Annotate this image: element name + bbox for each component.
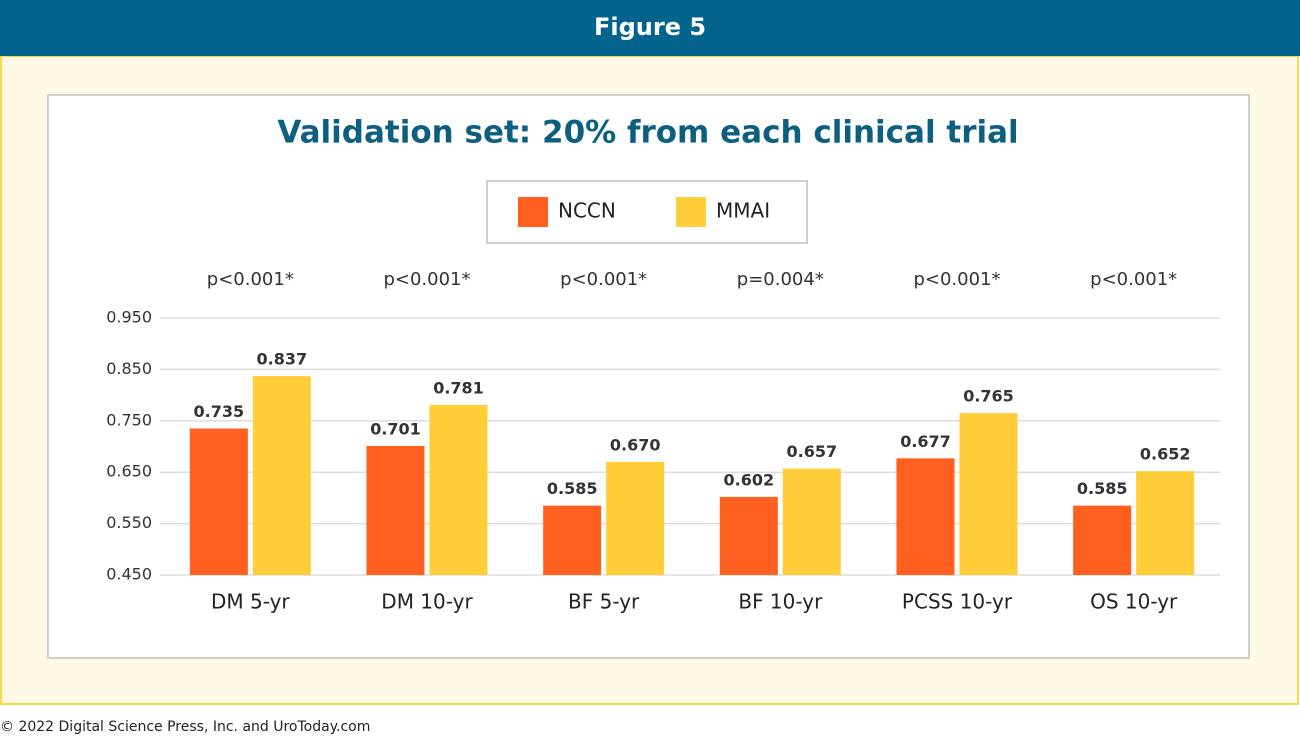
bar (1073, 505, 1132, 575)
value-label: 0.670 (610, 435, 661, 454)
annotation: p<0.001* (207, 269, 294, 290)
annotation: p=0.004* (737, 269, 824, 290)
x-tick-label: PCSS 10-yr (902, 590, 1013, 614)
y-tick-label: 0.550 (106, 513, 152, 532)
legend-swatch (518, 197, 548, 227)
value-label: 0.602 (724, 470, 775, 489)
x-tick-label: BF 10-yr (738, 590, 823, 614)
legend-swatch (676, 197, 706, 227)
value-label: 0.701 (370, 419, 421, 438)
annotation: p<0.001* (560, 269, 647, 290)
footer: © 2022 Digital Science Press, Inc. and U… (0, 719, 370, 735)
x-tick-label: DM 5-yr (211, 590, 290, 614)
x-tick-label: DM 10-yr (381, 590, 473, 614)
value-label: 0.657 (787, 442, 838, 461)
x-tick-label: OS 10-yr (1090, 590, 1178, 614)
header-title: Figure 5 (594, 13, 706, 41)
value-label: 0.735 (194, 402, 245, 421)
bar (606, 461, 665, 575)
value-label: 0.585 (547, 479, 598, 498)
chart-title: Validation set: 20% from each clinical t… (277, 115, 1018, 151)
y-tick-label: 0.850 (106, 359, 152, 378)
bar (782, 468, 841, 575)
bar (189, 428, 248, 575)
bar (543, 505, 602, 575)
value-label: 0.585 (1077, 479, 1128, 498)
value-label: 0.652 (1140, 445, 1191, 464)
annotation: p<0.001* (913, 269, 1000, 290)
header-bar (0, 0, 1300, 56)
annotation: p<0.001* (383, 269, 470, 290)
bar (429, 404, 488, 575)
annotation: p<0.001* (1090, 269, 1177, 290)
bar (252, 376, 311, 575)
bar (719, 496, 778, 575)
value-label: 0.677 (900, 432, 951, 451)
value-label: 0.781 (433, 378, 484, 397)
legend-label: NCCN (558, 199, 616, 223)
x-tick-label: BF 5-yr (568, 590, 640, 614)
bar (366, 445, 425, 575)
bar (959, 413, 1018, 575)
value-label: 0.837 (257, 350, 308, 369)
value-label: 0.765 (963, 387, 1014, 406)
y-tick-label: 0.650 (106, 462, 152, 481)
legend-label: MMAI (716, 199, 770, 223)
bar (1136, 471, 1195, 575)
bar (896, 458, 955, 575)
y-tick-label: 0.450 (106, 565, 152, 584)
y-tick-label: 0.750 (106, 410, 152, 429)
y-tick-label: 0.950 (106, 308, 152, 327)
